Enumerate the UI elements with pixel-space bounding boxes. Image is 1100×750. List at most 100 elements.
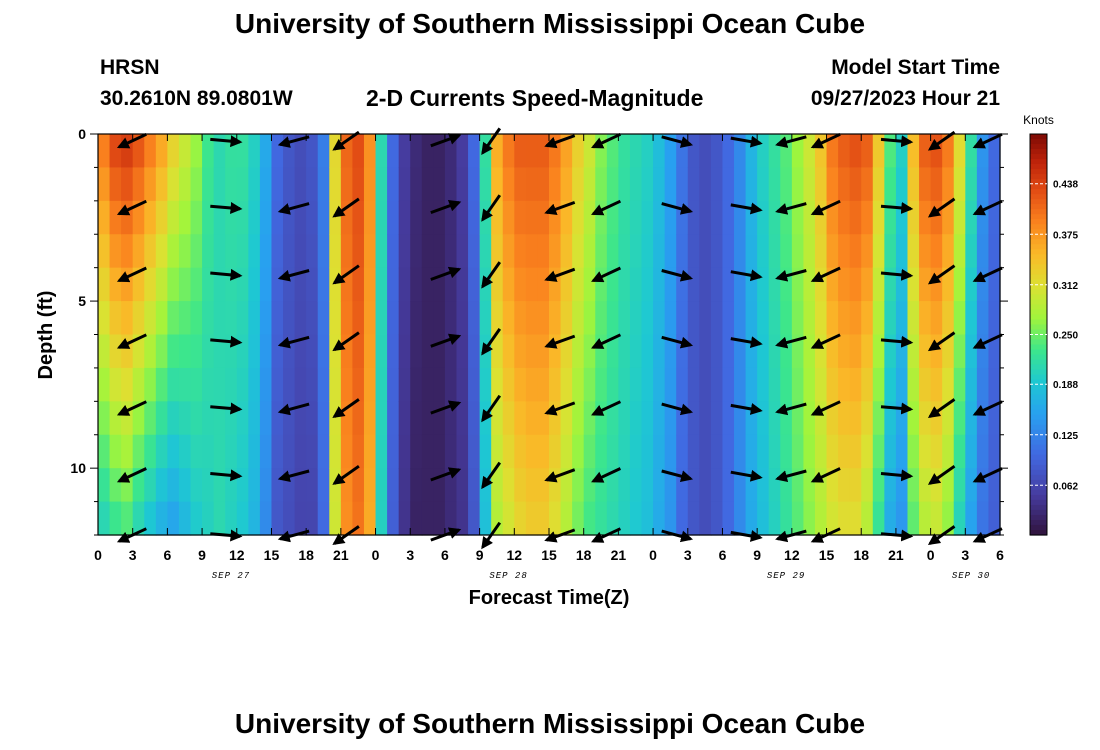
heatmap-cell bbox=[514, 167, 527, 202]
heatmap-cell bbox=[757, 301, 770, 336]
heatmap-cell bbox=[468, 501, 481, 536]
heatmap-cell bbox=[167, 301, 180, 336]
heatmap-cell bbox=[433, 434, 446, 469]
heatmap-cell bbox=[872, 468, 885, 503]
heatmap-cell bbox=[294, 200, 307, 235]
heatmap-cell bbox=[444, 501, 458, 536]
heatmap-cell bbox=[213, 267, 226, 302]
colorbar-tick-label: 0.125 bbox=[1053, 431, 1078, 442]
heatmap-cell bbox=[919, 167, 932, 202]
heatmap-cell bbox=[722, 434, 735, 469]
heatmap-cell bbox=[190, 367, 203, 402]
heatmap-cell bbox=[444, 434, 458, 469]
heatmap-cell bbox=[456, 167, 469, 202]
x-tick-label: 15 bbox=[541, 547, 557, 563]
heatmap-cell bbox=[525, 334, 539, 369]
heatmap-cell bbox=[387, 468, 400, 503]
current-vector-arrow bbox=[277, 335, 310, 349]
heatmap-cell bbox=[178, 468, 192, 503]
colorbar-tick-label: 0.438 bbox=[1053, 180, 1078, 191]
heatmap-cell bbox=[664, 468, 677, 503]
heatmap-cell bbox=[676, 167, 689, 202]
current-vector-arrow bbox=[332, 398, 360, 418]
heatmap-cell bbox=[410, 234, 423, 269]
heatmap-cell bbox=[190, 501, 203, 536]
current-vector-arrow bbox=[332, 264, 360, 285]
current-vector-arrow bbox=[972, 132, 1003, 149]
colorbar-swatch bbox=[1030, 234, 1047, 240]
heatmap-cell bbox=[572, 134, 585, 169]
heatmap-cell bbox=[560, 234, 573, 269]
station-coordinates: 30.2610N 89.0801W bbox=[100, 87, 293, 110]
colorbar-swatch bbox=[1030, 439, 1047, 446]
heatmap-cell bbox=[525, 501, 539, 536]
heatmap-cell bbox=[271, 468, 284, 503]
heatmap-cell bbox=[363, 367, 377, 402]
heatmap-cell bbox=[768, 334, 781, 369]
heatmap-cell bbox=[514, 367, 527, 402]
heatmap-cell bbox=[456, 401, 469, 436]
heatmap-cell bbox=[248, 434, 261, 469]
colorbar-swatch bbox=[1030, 359, 1047, 366]
heatmap-cell bbox=[259, 434, 273, 469]
heatmap-cell bbox=[734, 501, 747, 536]
heatmap-cell bbox=[757, 434, 770, 469]
heatmap-cell bbox=[838, 134, 851, 169]
current-vector-arrow bbox=[927, 197, 956, 218]
heatmap-cell bbox=[618, 167, 631, 202]
heatmap-cell bbox=[687, 134, 700, 169]
heatmap-cell bbox=[618, 367, 631, 402]
heatmap-cell bbox=[884, 401, 897, 436]
heatmap-cell bbox=[514, 200, 527, 235]
heatmap-cell bbox=[560, 501, 573, 536]
heatmap-cell bbox=[710, 434, 724, 469]
heatmap-cell bbox=[329, 434, 342, 469]
heatmap-cell bbox=[676, 501, 689, 536]
heatmap-cell bbox=[583, 401, 596, 436]
heatmap-cell bbox=[907, 468, 920, 503]
heatmap-cell bbox=[375, 134, 388, 169]
heatmap-cell bbox=[965, 367, 978, 402]
current-vector-arrow bbox=[810, 467, 841, 483]
heatmap-cell bbox=[167, 200, 180, 235]
heatmap-cell bbox=[537, 200, 550, 235]
heatmap-cell bbox=[780, 401, 793, 436]
heatmap-cell bbox=[167, 267, 180, 302]
heatmap-cell bbox=[225, 200, 238, 235]
current-vector-arrow bbox=[430, 266, 462, 281]
heatmap-cell bbox=[872, 234, 885, 269]
heatmap-cell bbox=[907, 401, 920, 436]
colorbar-tick-label: 0.312 bbox=[1053, 281, 1078, 292]
heatmap-cell bbox=[155, 200, 168, 235]
heatmap-cell bbox=[791, 434, 805, 469]
heatmap-cell bbox=[884, 468, 897, 503]
heatmap-cell bbox=[664, 434, 677, 469]
heatmap-cell bbox=[664, 501, 677, 536]
heatmap-cell bbox=[398, 267, 411, 302]
heatmap-cell bbox=[606, 267, 619, 302]
heatmap-cell bbox=[178, 401, 192, 436]
heatmap-cell bbox=[444, 234, 458, 269]
heatmap-cell bbox=[583, 334, 596, 369]
current-vector-arrow bbox=[332, 464, 360, 485]
heatmap-cell bbox=[618, 468, 631, 503]
heatmap-cell bbox=[236, 234, 249, 269]
heatmap-cell bbox=[907, 301, 920, 336]
heatmap-cell bbox=[352, 234, 365, 269]
heatmap-cell bbox=[583, 501, 596, 536]
colorbar-swatch bbox=[1030, 434, 1047, 441]
current-vector-arrow bbox=[730, 135, 763, 148]
heatmap-cell bbox=[965, 334, 978, 369]
heatmap-cell bbox=[895, 468, 909, 503]
heatmap-cell bbox=[433, 267, 446, 302]
heatmap-cell bbox=[549, 134, 562, 169]
heatmap-cell bbox=[236, 334, 249, 369]
heatmap-cell bbox=[722, 367, 735, 402]
heatmap-cell bbox=[780, 501, 793, 536]
heatmap-cell bbox=[294, 334, 307, 369]
x-tick-label: 21 bbox=[333, 547, 349, 563]
current-vector-arrow bbox=[775, 469, 807, 483]
heatmap-cell bbox=[884, 267, 897, 302]
heatmap-cell bbox=[525, 367, 539, 402]
heatmap-cell bbox=[826, 334, 839, 369]
